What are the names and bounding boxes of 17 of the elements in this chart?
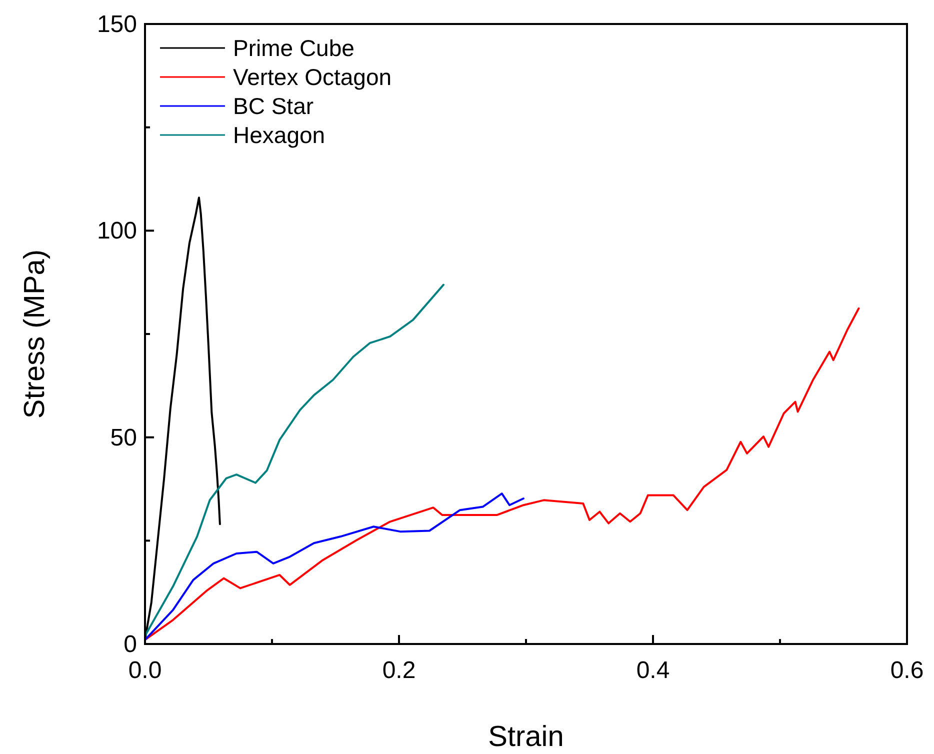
line-series xyxy=(145,307,860,641)
line-series xyxy=(145,284,444,637)
legend-label: BC Star xyxy=(233,93,314,119)
x-tick-label: 0.4 xyxy=(636,657,670,684)
x-tick-label: 0.2 xyxy=(382,657,416,684)
y-axis-title: Stress (MPa) xyxy=(19,249,51,419)
line-series xyxy=(145,492,524,641)
x-axis-title: Strain xyxy=(488,721,564,753)
y-tick-label: 50 xyxy=(110,424,137,452)
x-tick-label: 0.0 xyxy=(128,657,162,684)
legend-label: Hexagon xyxy=(233,122,326,148)
x-tick-label: 0.6 xyxy=(890,657,924,684)
y-tick-label: 100 xyxy=(96,218,137,245)
y-tick-label: 0 xyxy=(124,631,137,658)
legend-label: Vertex Octagon xyxy=(233,64,392,90)
y-tick-label: 150 xyxy=(96,11,137,38)
legend-label: Prime Cube xyxy=(233,35,354,61)
